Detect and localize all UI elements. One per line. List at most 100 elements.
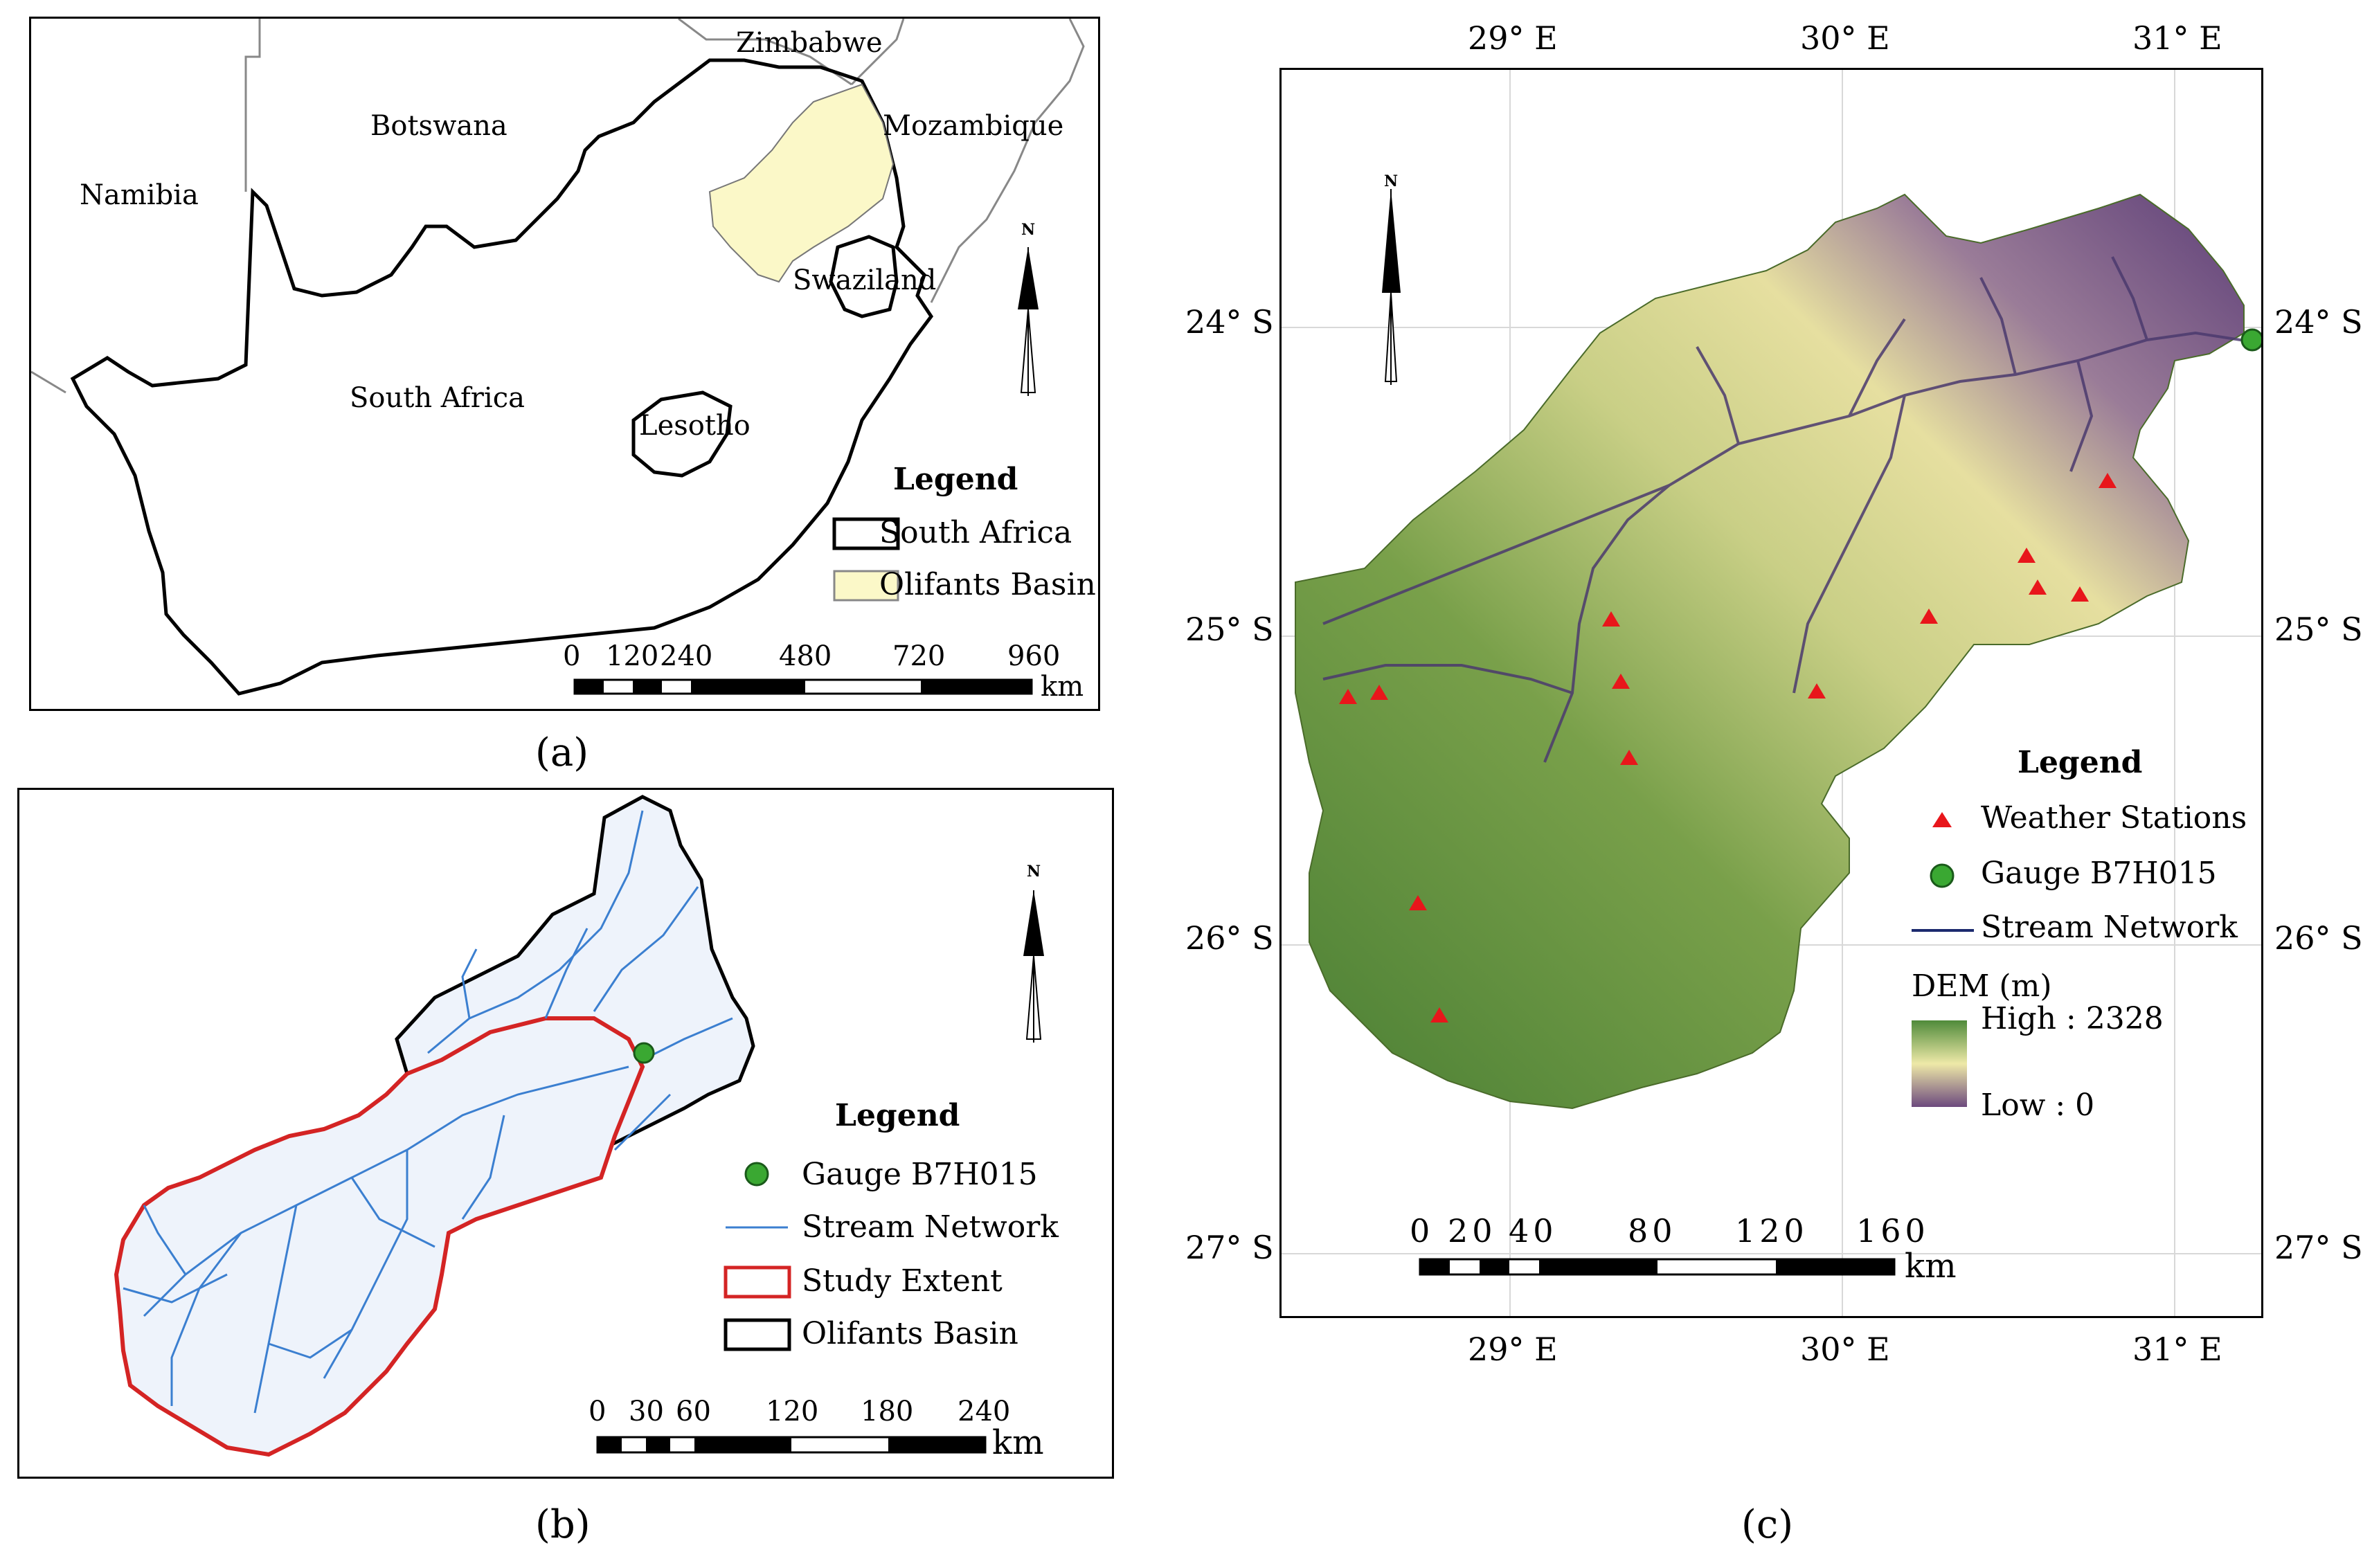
legend-item-south-africa: South Africa bbox=[879, 515, 1072, 550]
station-marker bbox=[2029, 579, 2047, 595]
lon-tick-top-29: 29° E bbox=[1468, 19, 1558, 57]
legend-title: Legend bbox=[893, 462, 1018, 497]
caption-c: (c) bbox=[1741, 1502, 1794, 1547]
scale-tick-4: 180 bbox=[861, 1396, 914, 1427]
panel-b-basemap bbox=[114, 795, 1044, 1457]
panel-b-map: N Legend Gauge B7H015 Stream Network Stu… bbox=[17, 788, 1114, 1479]
study-extent-outline bbox=[114, 1016, 645, 1457]
scale-tick-2: 60 bbox=[676, 1396, 711, 1427]
station-marker bbox=[2099, 473, 2117, 488]
lon-tick-bottom-29: 29° E bbox=[1468, 1331, 1558, 1368]
panel-c-map: N Legend Weather Stations Gauge B7H015 S… bbox=[1279, 68, 2263, 1318]
lat-tick-left-26: 26° S bbox=[1185, 919, 1274, 957]
legend-item-olifants: Olifants Basin bbox=[802, 1316, 1018, 1351]
station-marker bbox=[1920, 609, 1938, 624]
lat-tick-left-27: 27° S bbox=[1185, 1229, 1274, 1266]
legend-item-gauge: Gauge B7H015 bbox=[802, 1157, 1038, 1192]
scale-tick-4: 720 bbox=[892, 640, 946, 672]
lat-tick-right-25: 25° S bbox=[2274, 611, 2363, 648]
label-namibia: Namibia bbox=[80, 179, 199, 211]
scale-bar bbox=[1419, 1258, 1896, 1276]
namibia-border bbox=[31, 370, 66, 394]
lat-tick-right-24: 24° S bbox=[2274, 303, 2363, 341]
scale-tick-1: 20 bbox=[1448, 1212, 1497, 1250]
station-marker bbox=[1612, 674, 1630, 689]
lat-tick-left-24: 24° S bbox=[1185, 303, 1274, 341]
caption-b: (b) bbox=[535, 1502, 591, 1547]
legend-item-gauge: Gauge B7H015 bbox=[1981, 856, 2217, 891]
legend-olifants-symbol bbox=[724, 1318, 791, 1351]
scale-tick-0: 0 bbox=[563, 640, 581, 672]
lat-tick-right-27: 27° S bbox=[2274, 1229, 2363, 1266]
station-marker bbox=[2018, 548, 2036, 563]
station-marker bbox=[1808, 683, 1826, 699]
legend-title: Legend bbox=[835, 1098, 960, 1133]
station-marker bbox=[1602, 611, 1620, 627]
dem-basin bbox=[1295, 193, 2245, 1110]
legend-dem-high: High : 2328 bbox=[1981, 1001, 2164, 1036]
north-arrow bbox=[1382, 189, 1401, 385]
station-marker bbox=[2071, 586, 2089, 602]
lon-tick-top-31: 31° E bbox=[2132, 19, 2222, 57]
panel-a-map: Zimbabwe Botswana Mozambique Namibia Swa… bbox=[29, 17, 1100, 711]
scale-tick-2: 240 bbox=[660, 640, 713, 672]
legend-dem-ramp bbox=[1912, 1020, 1967, 1107]
legend-item-stations: Weather Stations bbox=[1981, 800, 2247, 836]
north-arrow bbox=[1023, 890, 1044, 1043]
station-marker bbox=[1620, 750, 1638, 765]
legend-item-stream: Stream Network bbox=[1981, 910, 2238, 945]
stream-network bbox=[123, 810, 733, 1414]
label-zimbabwe: Zimbabwe bbox=[736, 27, 883, 59]
scale-bar bbox=[596, 1436, 987, 1454]
weather-stations bbox=[1339, 473, 2117, 1022]
legend-dem-title: DEM (m) bbox=[1912, 968, 2052, 1004]
lon-tick-top-30: 30° E bbox=[1800, 19, 1890, 57]
legend-swatch-south-africa bbox=[832, 517, 900, 550]
lon-tick-bottom-31: 31° E bbox=[2132, 1331, 2222, 1368]
north-label: N bbox=[1384, 172, 1399, 190]
gauge-marker bbox=[2240, 328, 2261, 352]
scale-tick-3: 480 bbox=[779, 640, 832, 672]
label-lesotho: Lesotho bbox=[639, 410, 751, 442]
scale-tick-0: 0 bbox=[1410, 1212, 1435, 1250]
label-south-africa: South Africa bbox=[350, 382, 525, 414]
legend-item-olifants: Olifants Basin bbox=[879, 567, 1096, 602]
mozambique-border-n bbox=[850, 19, 905, 86]
label-mozambique: Mozambique bbox=[883, 110, 1064, 142]
scale-tick-5: 960 bbox=[1007, 640, 1061, 672]
scale-tick-0: 0 bbox=[588, 1396, 607, 1427]
scale-tick-2: 40 bbox=[1509, 1212, 1558, 1250]
lesotho-outline bbox=[631, 390, 733, 478]
legend-station-symbol bbox=[1932, 812, 1952, 827]
lat-tick-left-25: 25° S bbox=[1185, 611, 1274, 648]
scale-unit: km bbox=[992, 1423, 1044, 1462]
station-marker bbox=[1370, 685, 1388, 700]
legend-gauge-symbol bbox=[1930, 863, 1955, 888]
mozambique-coast bbox=[930, 19, 1085, 303]
scale-tick-4: 120 bbox=[1735, 1212, 1808, 1250]
legend-title: Legend bbox=[2018, 745, 2143, 780]
panel-a-basemap bbox=[31, 19, 1085, 696]
scale-unit: km bbox=[1905, 1247, 1957, 1286]
scale-tick-5: 240 bbox=[958, 1396, 1011, 1427]
lon-tick-bottom-30: 30° E bbox=[1800, 1331, 1890, 1368]
scale-tick-3: 80 bbox=[1628, 1212, 1677, 1250]
north-label: N bbox=[1027, 863, 1041, 881]
scale-unit: km bbox=[1041, 671, 1084, 703]
scale-tick-5: 160 bbox=[1856, 1212, 1930, 1250]
stream-network bbox=[1322, 256, 2250, 763]
zimbabwe-border bbox=[678, 19, 852, 86]
north-arrow bbox=[1018, 247, 1039, 396]
legend-swatch-olifants bbox=[833, 570, 899, 602]
scale-tick-1: 30 bbox=[629, 1396, 664, 1427]
swaziland-outline bbox=[829, 235, 899, 318]
scale-tick-3: 120 bbox=[766, 1396, 819, 1427]
legend-item-study-extent: Study Extent bbox=[802, 1263, 1003, 1299]
caption-a: (a) bbox=[535, 730, 589, 775]
station-marker bbox=[1339, 689, 1357, 704]
panel-c-dem-map bbox=[1282, 70, 2261, 1316]
station-marker bbox=[1430, 1007, 1448, 1022]
olifants-basin-shape bbox=[708, 83, 895, 283]
legend-gauge-symbol bbox=[744, 1162, 769, 1187]
legend-dem-low: Low : 0 bbox=[1981, 1088, 2095, 1123]
